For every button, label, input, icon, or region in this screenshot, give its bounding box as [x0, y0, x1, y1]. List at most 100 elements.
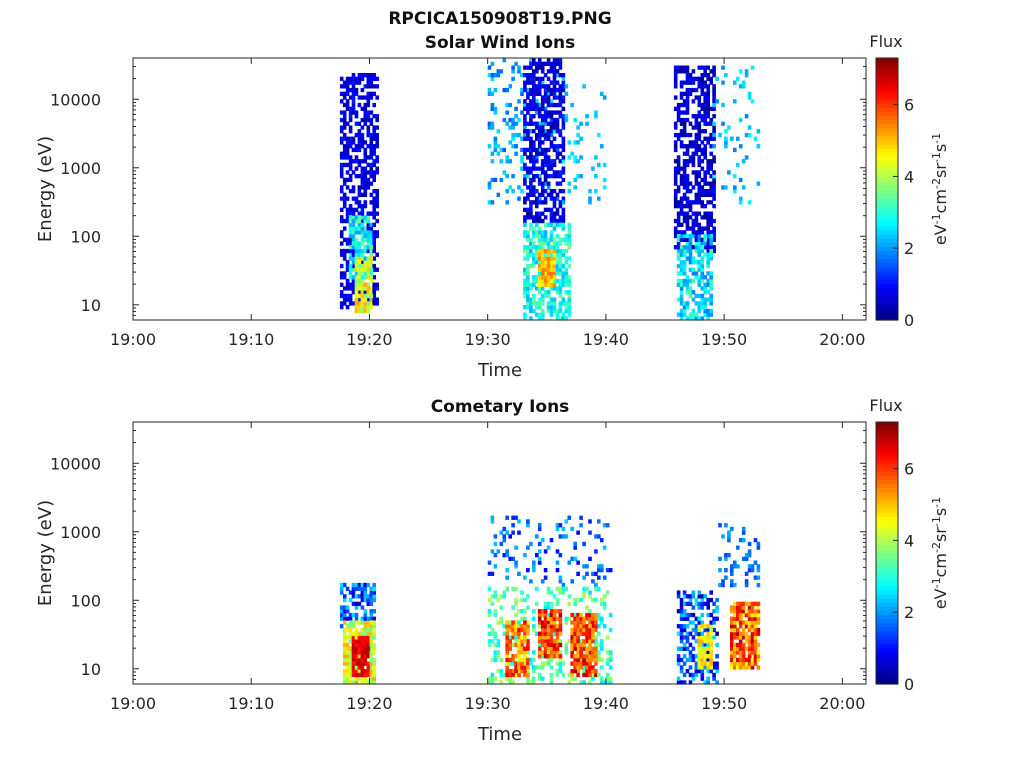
heatmap-cell — [523, 650, 527, 655]
heatmap-cell — [549, 129, 554, 134]
heatmap-cell — [348, 248, 353, 254]
heatmap-cell — [703, 308, 707, 314]
heatmap-cell — [532, 166, 536, 171]
heatmap-cell — [543, 616, 548, 621]
heatmap-cell — [588, 594, 592, 599]
heatmap-cell — [360, 185, 365, 190]
heatmap-cell — [546, 620, 551, 625]
heatmap-cell — [685, 290, 690, 295]
heatmap-cell — [706, 642, 710, 648]
heatmap-cell — [342, 132, 347, 138]
heatmap-cell — [526, 73, 530, 78]
colorbar-step — [876, 180, 898, 186]
heatmap-cell — [558, 91, 563, 96]
heatmap-cell — [493, 594, 498, 599]
heatmap-cell — [339, 76, 344, 81]
heatmap-cell — [744, 624, 749, 629]
heatmap-cell — [487, 121, 492, 126]
heatmap-cell — [679, 65, 684, 70]
colorbar-step — [876, 618, 898, 624]
heatmap-cell — [706, 646, 710, 651]
heatmap-cell — [552, 196, 557, 201]
heatmap-cell — [697, 110, 702, 115]
heatmap-cell — [700, 80, 705, 85]
heatmap-cell — [561, 582, 566, 588]
heatmap-cell — [712, 218, 716, 224]
heatmap-cell — [700, 230, 705, 235]
heatmap-cell — [357, 102, 362, 108]
heatmap-cell — [564, 646, 569, 651]
heatmap-cell — [543, 121, 548, 126]
heatmap-cell — [567, 305, 572, 310]
heatmap-cell — [688, 290, 693, 295]
heatmap-cell — [532, 102, 536, 108]
heatmap-cell — [490, 594, 495, 599]
heatmap-cell — [558, 218, 563, 224]
heatmap-cell — [517, 196, 521, 201]
heatmap-cell — [546, 121, 551, 126]
heatmap-cell — [691, 256, 696, 261]
heatmap-cell — [750, 631, 755, 636]
heatmap-cell — [540, 241, 545, 246]
heatmap-cell — [514, 601, 518, 606]
heatmap-cell — [741, 627, 746, 633]
heatmap-cell — [602, 680, 607, 685]
heatmap-cell — [712, 159, 716, 164]
heatmap-cell — [561, 144, 566, 149]
heatmap-cell — [523, 114, 527, 119]
heatmap-cell — [703, 84, 707, 89]
heatmap-cell — [540, 312, 545, 317]
heatmap-cell — [706, 271, 710, 276]
heatmap-cell — [372, 144, 376, 149]
heatmap-cell — [561, 166, 566, 171]
heatmap-cell — [357, 192, 362, 197]
heatmap-cell — [517, 117, 521, 123]
heatmap-cell — [537, 635, 542, 640]
heatmap-cell — [532, 73, 536, 78]
heatmap-cell — [588, 616, 592, 621]
heatmap-cell — [372, 672, 376, 678]
heatmap-cell — [520, 646, 524, 651]
heatmap-cell — [555, 117, 560, 123]
heatmap-cell — [345, 267, 350, 272]
heatmap-cell — [697, 125, 702, 130]
heatmap-cell — [526, 290, 530, 295]
heatmap-cell — [685, 144, 690, 149]
heatmap-cell — [502, 538, 507, 543]
heatmap-cell — [697, 590, 702, 595]
heatmap-cell — [561, 106, 566, 111]
heatmap-cell — [487, 185, 492, 190]
heatmap-cell — [558, 84, 563, 89]
heatmap-cell — [703, 601, 707, 606]
heatmap-cell — [697, 196, 702, 201]
heatmap-cell — [558, 301, 563, 306]
heatmap-cell — [342, 620, 347, 625]
heatmap-cell — [502, 147, 507, 153]
heatmap-cell — [342, 204, 347, 209]
heatmap-cell — [517, 654, 521, 659]
colorbar-step — [876, 442, 898, 448]
heatmap-cell — [490, 106, 495, 111]
heatmap-cell — [514, 654, 518, 659]
colorbar-step — [876, 262, 898, 268]
heatmap-cell — [576, 654, 580, 659]
colorbar-step — [876, 614, 898, 620]
heatmap-cell — [700, 597, 705, 603]
heatmap-cell — [724, 553, 728, 558]
heatmap-cell — [369, 245, 374, 250]
heatmap-cell — [679, 207, 684, 212]
heatmap-cell — [543, 207, 548, 212]
heatmap-cell — [597, 564, 601, 569]
heatmap-cell — [558, 316, 563, 321]
heatmap-cell — [558, 609, 563, 614]
heatmap-cell — [366, 665, 371, 670]
heatmap-cell — [712, 635, 716, 640]
colorbar-step — [876, 131, 898, 137]
heatmap-cell — [703, 204, 707, 209]
heatmap-cell — [691, 657, 696, 663]
heatmap-cell — [529, 241, 533, 246]
heatmap-cell — [532, 174, 536, 179]
heatmap-cell — [709, 642, 713, 648]
heatmap-cell — [366, 672, 371, 678]
heatmap-cell — [354, 248, 359, 254]
